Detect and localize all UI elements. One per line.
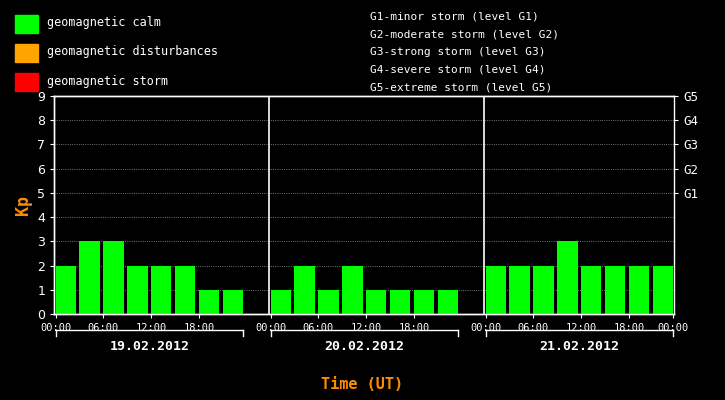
Text: G5-extreme storm (level G5): G5-extreme storm (level G5) [370, 82, 552, 92]
Bar [366, 290, 386, 314]
Text: G4-severe storm (level G4): G4-severe storm (level G4) [370, 65, 545, 74]
Bar [486, 266, 506, 314]
Bar [294, 266, 315, 314]
Bar [175, 266, 195, 314]
Y-axis label: Kp: Kp [14, 195, 32, 215]
Bar [342, 266, 362, 314]
Bar [151, 266, 171, 314]
Bar [14, 73, 38, 91]
Bar [223, 290, 243, 314]
Bar [270, 290, 291, 314]
Bar [390, 290, 410, 314]
Bar [199, 290, 219, 314]
Bar [14, 15, 38, 33]
Text: geomagnetic storm: geomagnetic storm [47, 74, 168, 88]
Bar [80, 241, 100, 314]
Bar [629, 266, 649, 314]
Text: 19.02.2012: 19.02.2012 [109, 340, 189, 352]
Text: G3-strong storm (level G3): G3-strong storm (level G3) [370, 47, 545, 57]
Bar [534, 266, 554, 314]
Bar [318, 290, 339, 314]
Bar [438, 290, 458, 314]
Bar [558, 241, 578, 314]
Text: 21.02.2012: 21.02.2012 [539, 340, 619, 352]
Bar [605, 266, 625, 314]
Text: geomagnetic calm: geomagnetic calm [47, 16, 161, 30]
Text: geomagnetic disturbances: geomagnetic disturbances [47, 46, 218, 58]
Text: Time (UT): Time (UT) [321, 377, 404, 392]
Bar [104, 241, 124, 314]
Text: 20.02.2012: 20.02.2012 [324, 340, 405, 352]
Text: G1-minor storm (level G1): G1-minor storm (level G1) [370, 12, 539, 22]
Bar [56, 266, 76, 314]
Bar [14, 44, 38, 62]
Bar [581, 266, 602, 314]
Bar [414, 290, 434, 314]
Bar [510, 266, 530, 314]
Text: G2-moderate storm (level G2): G2-moderate storm (level G2) [370, 29, 559, 39]
Bar [127, 266, 147, 314]
Bar [652, 266, 673, 314]
